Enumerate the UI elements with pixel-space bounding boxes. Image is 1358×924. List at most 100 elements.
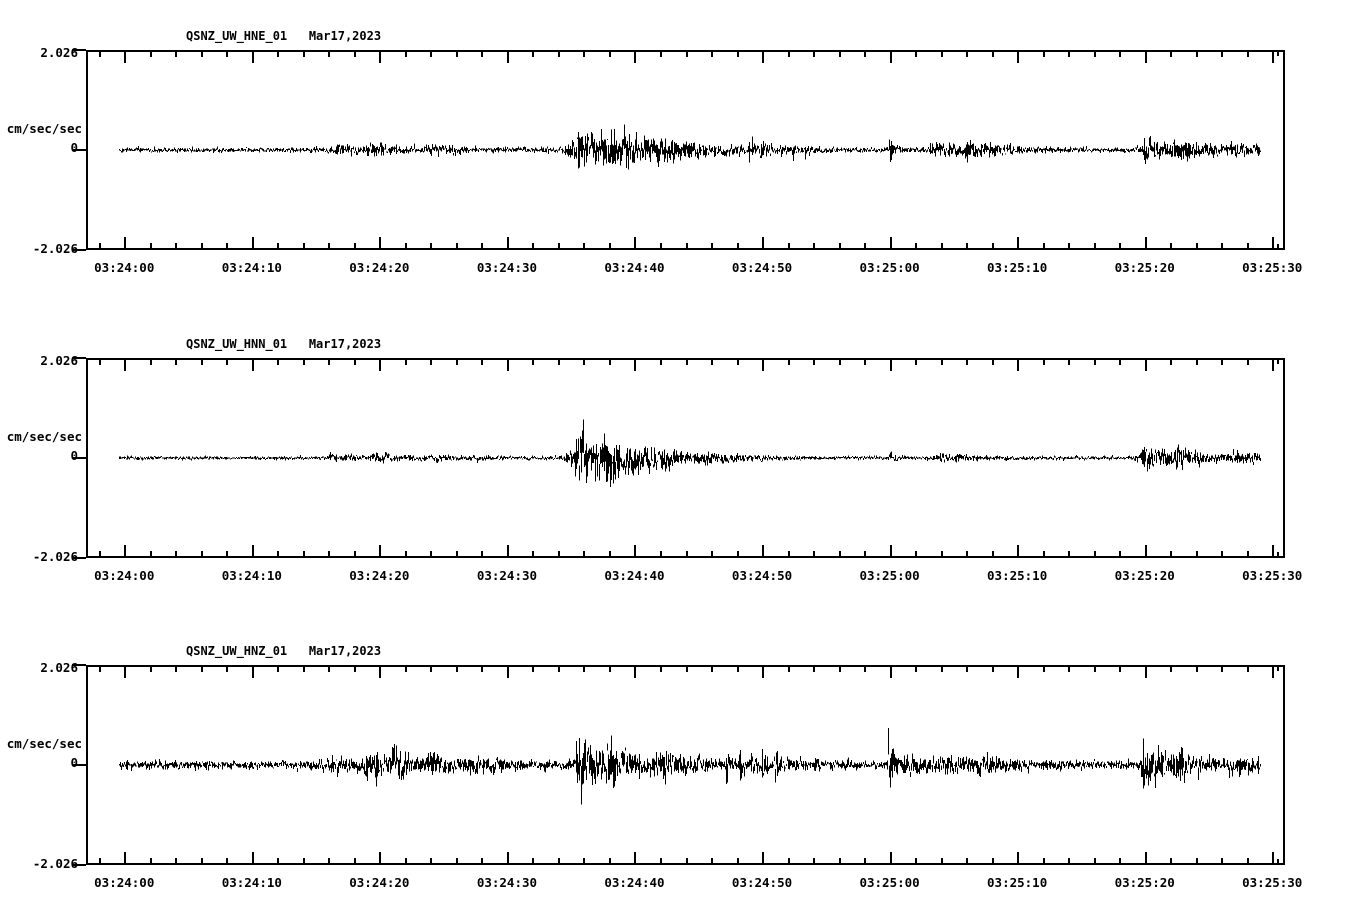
x-major-tick-bottom (762, 545, 765, 558)
x-minor-tick-top (404, 358, 407, 365)
x-minor-tick-top (98, 665, 101, 672)
x-minor-tick-top (277, 665, 280, 672)
x-minor-tick-bottom (149, 858, 152, 865)
x-minor-tick-bottom (404, 858, 407, 865)
x-minor-tick-top (353, 665, 356, 672)
x-major-tick-bottom (1272, 237, 1275, 250)
x-minor-tick-bottom (430, 243, 433, 250)
x-tick-label-7: 03:25:10 (987, 875, 1048, 890)
x-minor-tick-bottom (685, 551, 688, 558)
x-major-tick-bottom (251, 237, 254, 250)
x-major-tick-top (124, 665, 127, 678)
x-minor-tick-bottom (1119, 551, 1122, 558)
x-minor-tick-bottom (915, 858, 918, 865)
x-minor-tick-bottom (532, 858, 535, 865)
x-major-tick-bottom (1272, 852, 1275, 865)
x-minor-tick-bottom (1119, 243, 1122, 250)
x-minor-tick-top (1170, 50, 1173, 57)
x-major-tick-bottom (1017, 852, 1020, 865)
x-minor-tick-bottom (787, 858, 790, 865)
y-tick-label-0: 2.026 (40, 660, 78, 675)
x-minor-tick-top (1042, 50, 1045, 57)
x-minor-tick-top (175, 50, 178, 57)
y-tick-inner-1 (1277, 859, 1279, 865)
x-minor-tick-bottom (328, 243, 331, 250)
x-minor-tick-top (711, 665, 713, 672)
y-tick-inner-1 (1277, 244, 1279, 250)
x-minor-tick-top (864, 665, 867, 672)
x-minor-tick-top (608, 358, 611, 365)
x-minor-tick-top (430, 50, 433, 57)
x-minor-tick-bottom (736, 858, 739, 865)
x-minor-tick-bottom (685, 243, 688, 250)
x-major-tick-top (634, 50, 637, 63)
x-major-tick-bottom (1017, 545, 1020, 558)
x-minor-tick-bottom (1042, 858, 1045, 865)
x-major-tick-bottom (889, 545, 892, 558)
x-minor-tick-bottom (1068, 858, 1071, 865)
x-major-tick-top (1017, 358, 1020, 371)
x-minor-tick-top (940, 358, 943, 365)
x-minor-tick-bottom (1246, 551, 1249, 558)
x-minor-tick-top (940, 50, 943, 57)
x-minor-tick-top (1170, 665, 1173, 672)
x-major-tick-bottom (762, 237, 765, 250)
x-minor-tick-top (455, 50, 458, 57)
x-tick-label-2: 03:24:20 (349, 260, 410, 275)
x-major-tick-top (762, 50, 765, 63)
x-minor-tick-bottom (226, 858, 229, 865)
x-minor-tick-top (1246, 50, 1249, 57)
y-tick-label-0: 2.026 (40, 353, 78, 368)
x-minor-tick-bottom (736, 243, 739, 250)
x-minor-tick-bottom (1195, 551, 1198, 558)
x-major-tick-bottom (1144, 237, 1147, 250)
x-minor-tick-bottom (404, 551, 407, 558)
x-minor-tick-bottom (1221, 858, 1224, 865)
x-minor-tick-bottom (200, 858, 203, 865)
x-minor-tick-bottom (277, 551, 280, 558)
x-tick-label-3: 03:24:30 (476, 260, 538, 275)
x-minor-tick-top (583, 665, 586, 672)
x-minor-tick-bottom (557, 243, 560, 250)
x-minor-tick-bottom (430, 551, 433, 558)
y-tick-inner-0 (1277, 665, 1279, 671)
x-minor-tick-top (481, 50, 484, 57)
x-minor-tick-top (1246, 665, 1249, 672)
x-minor-tick-bottom (404, 243, 407, 250)
x-major-tick-bottom (1144, 852, 1147, 865)
x-major-tick-top (1272, 50, 1275, 63)
x-minor-tick-top (864, 50, 867, 57)
x-minor-tick-top (685, 50, 688, 57)
x-minor-tick-top (1221, 358, 1224, 365)
x-minor-tick-top (659, 50, 662, 57)
x-minor-tick-bottom (711, 243, 713, 250)
x-minor-tick-top (991, 50, 994, 57)
x-minor-tick-top (98, 358, 101, 365)
x-major-tick-top (379, 358, 382, 371)
x-minor-tick-bottom (1195, 858, 1198, 865)
y-tick-inner-1 (1277, 552, 1279, 558)
x-tick-label-8: 03:25:20 (1114, 260, 1175, 275)
x-minor-tick-top (966, 358, 969, 365)
x-major-tick-bottom (124, 237, 127, 250)
x-minor-tick-bottom (838, 243, 841, 250)
x-minor-tick-bottom (583, 551, 586, 558)
x-minor-tick-top (430, 358, 433, 365)
x-major-tick-bottom (1144, 545, 1147, 558)
y-tick-mark-1 (72, 764, 86, 766)
x-minor-tick-top (736, 50, 739, 57)
x-minor-tick-bottom (685, 858, 688, 865)
x-major-tick-bottom (379, 545, 382, 558)
x-major-tick-top (634, 358, 637, 371)
x-tick-label-8: 03:25:20 (1114, 568, 1175, 583)
panel-title-hne: QSNZ_UW_HNE_01 Mar17,2023 (186, 29, 382, 43)
x-minor-tick-bottom (557, 551, 560, 558)
x-minor-tick-top (1221, 665, 1224, 672)
x-major-tick-top (506, 665, 509, 678)
x-minor-tick-bottom (915, 243, 918, 250)
x-minor-tick-bottom (1093, 551, 1096, 558)
x-minor-tick-bottom (98, 243, 101, 250)
x-minor-tick-top (1195, 50, 1198, 57)
x-minor-tick-top (532, 358, 535, 365)
x-minor-tick-top (200, 665, 203, 672)
